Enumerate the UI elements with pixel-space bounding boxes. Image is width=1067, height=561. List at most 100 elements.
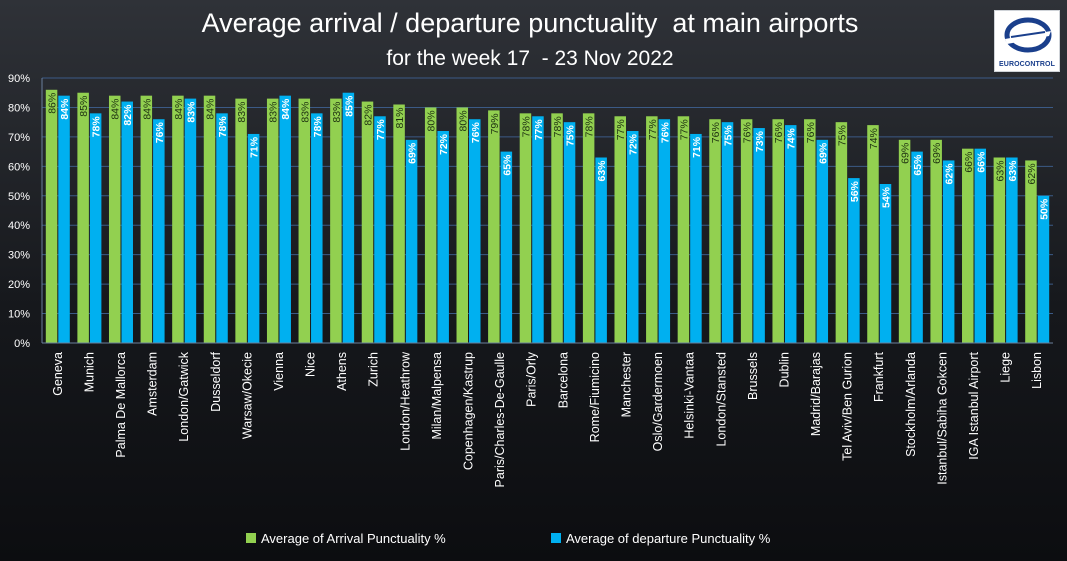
y-tick-label: 90% bbox=[8, 73, 30, 85]
legend-swatch-arrival bbox=[246, 533, 256, 543]
y-tick-label: 40% bbox=[8, 220, 30, 232]
x-tick-label: Helsinki-Vantaa bbox=[683, 352, 697, 439]
bar-arrival bbox=[709, 119, 721, 343]
data-label-arrival: 86% bbox=[47, 93, 59, 114]
data-label-departure: 71% bbox=[249, 136, 261, 158]
bar-arrival bbox=[740, 119, 753, 343]
data-label-departure: 77% bbox=[375, 119, 387, 141]
bar-arrival bbox=[677, 116, 690, 344]
bar-departure bbox=[437, 131, 449, 343]
y-tick-label: 30% bbox=[8, 250, 30, 262]
data-label-departure: 56% bbox=[849, 180, 861, 202]
legend-swatch-departure bbox=[551, 533, 561, 543]
x-tick-label: Copenhagen/Kastrup bbox=[462, 352, 476, 470]
x-tick-label: Athens bbox=[335, 352, 349, 391]
x-tick-label: Manchester bbox=[619, 352, 633, 417]
data-label-arrival: 84% bbox=[205, 99, 217, 120]
bar-arrival bbox=[1025, 160, 1037, 343]
data-label-departure: 76% bbox=[470, 122, 482, 144]
x-tick-label: Milan/Malpensa bbox=[430, 352, 444, 440]
bar-arrival bbox=[330, 98, 342, 343]
x-tick-label: Geneva bbox=[51, 352, 65, 396]
bar-departure bbox=[216, 113, 228, 343]
bar-departure bbox=[911, 151, 923, 343]
data-label-departure: 54% bbox=[880, 186, 892, 208]
data-label-arrival: 75% bbox=[836, 125, 848, 146]
data-label-arrival: 77% bbox=[678, 119, 690, 140]
bar-departure bbox=[658, 119, 671, 343]
x-tick-label: London/Gatwick bbox=[177, 351, 191, 441]
bar-departure bbox=[405, 139, 418, 343]
x-tick-label: Paris/Orly bbox=[525, 351, 539, 407]
x-tick-label: Palma De Mallorca bbox=[114, 352, 128, 458]
bar-arrival bbox=[804, 119, 816, 343]
data-label-departure: 78% bbox=[91, 116, 103, 138]
x-tick-label: Rome/Fiumicino bbox=[588, 352, 602, 442]
data-label-departure: 65% bbox=[501, 154, 513, 176]
y-tick-label: 70% bbox=[8, 132, 30, 144]
bar-arrival bbox=[962, 148, 974, 343]
bar-departure bbox=[58, 95, 70, 344]
bar-arrival bbox=[77, 92, 89, 343]
bar-departure bbox=[595, 157, 607, 343]
bars: 86% 84% 85%78%84% 82% 84%76%84% 83% 84%78%83%7… bbox=[45, 89, 1050, 344]
data-label-departure: 84% bbox=[280, 98, 292, 120]
x-tick-label: Vienna bbox=[272, 352, 286, 391]
bar-arrival bbox=[172, 95, 184, 344]
bar-arrival bbox=[646, 116, 658, 344]
bar-arrival bbox=[45, 89, 58, 344]
data-label-departure: 78% bbox=[312, 116, 324, 138]
x-tick-label: Frankfurt bbox=[872, 351, 886, 402]
bar-arrival bbox=[993, 157, 1006, 343]
x-tick-label: Dublin bbox=[777, 352, 791, 387]
data-label-departure: 74% bbox=[786, 127, 798, 149]
bar-arrival bbox=[898, 139, 911, 343]
bar-arrival bbox=[393, 104, 405, 343]
data-label-arrival: 83% bbox=[331, 102, 343, 123]
data-label-arrival: 84% bbox=[173, 99, 185, 120]
data-label-departure: 75% bbox=[565, 125, 577, 147]
x-tick-label: Oslo/Gardermoen bbox=[651, 352, 665, 451]
data-label-arrival: 77% bbox=[615, 119, 627, 140]
data-label-arrival: 81% bbox=[394, 108, 406, 129]
data-label-departure: 72% bbox=[438, 133, 450, 155]
data-label-arrival: 78% bbox=[552, 116, 564, 137]
eurocontrol-logo: EUROCONTROL bbox=[994, 10, 1060, 72]
data-label-departure: 71% bbox=[691, 136, 703, 158]
data-label-arrival: 76% bbox=[805, 122, 817, 143]
x-tick-label: Nice bbox=[304, 352, 318, 377]
bar-departure bbox=[153, 119, 165, 343]
data-label-departure: 50% bbox=[1038, 198, 1050, 220]
bar-arrival bbox=[298, 98, 311, 343]
bar-arrival bbox=[424, 107, 437, 343]
data-label-departure: 77% bbox=[533, 119, 545, 141]
legend: Average of Arrival Punctuality % Average… bbox=[246, 531, 771, 546]
x-tick-label: Madrid/Barajas bbox=[809, 352, 823, 436]
data-label-departure: 76% bbox=[154, 122, 166, 144]
bar-departure bbox=[816, 139, 829, 343]
logo-text: EUROCONTROL bbox=[999, 61, 1055, 68]
data-label-arrival: 69% bbox=[931, 143, 943, 164]
bar-arrival bbox=[140, 95, 153, 344]
data-label-departure: 63% bbox=[1007, 160, 1019, 182]
data-label-departure: 83% bbox=[185, 101, 197, 123]
legend-label-arrival: Average of Arrival Punctuality % bbox=[261, 531, 446, 546]
bar-arrival bbox=[203, 95, 216, 344]
y-tick-label: 80% bbox=[8, 102, 30, 114]
data-label-arrival: 80% bbox=[457, 110, 469, 131]
legend-label-departure: Average of departure Punctuality % bbox=[566, 531, 771, 546]
x-axis: Geneva Munich Palma De Mallorca Amsterdam Lo… bbox=[42, 342, 1053, 487]
data-label-arrival: 76% bbox=[710, 122, 722, 143]
data-label-arrival: 76% bbox=[742, 122, 754, 143]
bar-departure bbox=[311, 113, 323, 343]
data-label-arrival: 80% bbox=[426, 110, 438, 131]
bar-departure bbox=[784, 125, 797, 343]
bar-departure bbox=[626, 131, 639, 343]
bar-departure bbox=[247, 133, 260, 343]
bar-departure bbox=[279, 95, 291, 344]
data-label-arrival: 83% bbox=[236, 102, 248, 123]
bar-arrival bbox=[108, 95, 121, 344]
data-label-arrival: 74% bbox=[868, 128, 880, 149]
bar-departure bbox=[500, 151, 513, 343]
